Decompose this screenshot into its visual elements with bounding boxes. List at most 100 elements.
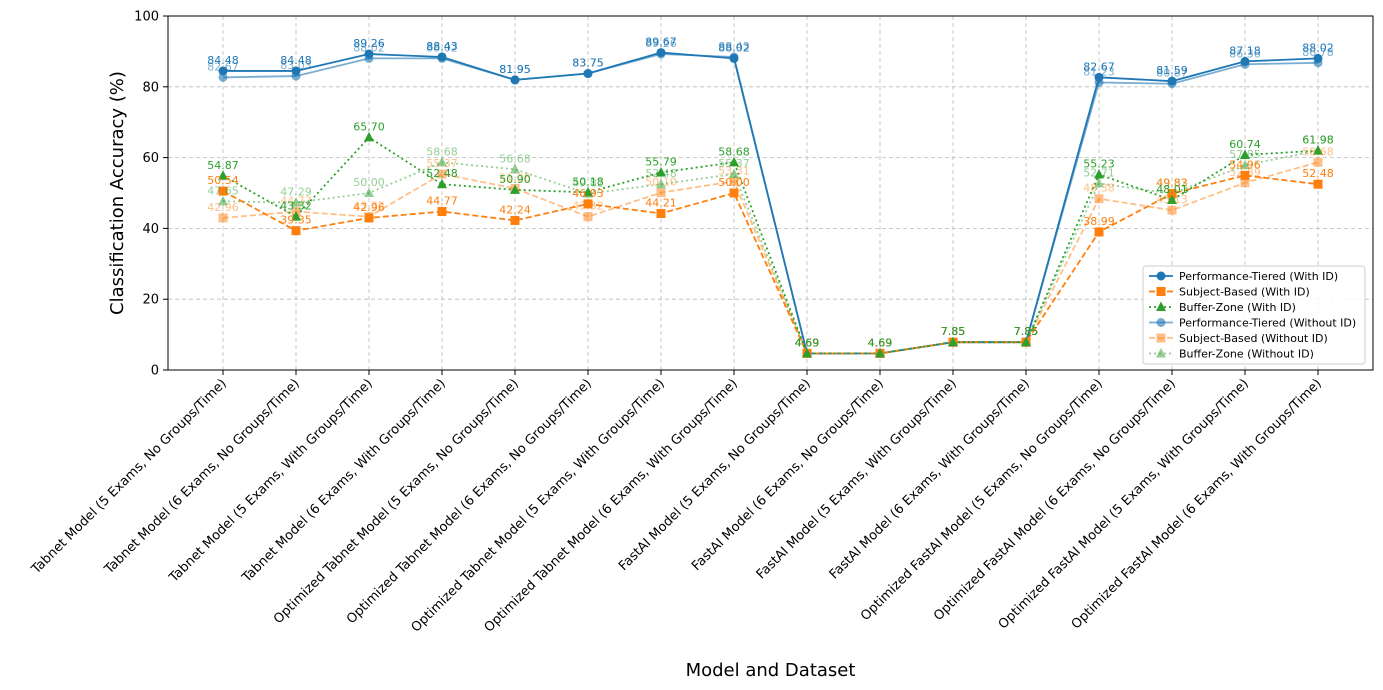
data-label: 44.21 — [645, 196, 677, 209]
data-label: 51.26 — [499, 172, 531, 185]
legend-label: Performance-Tiered (Without ID) — [1179, 317, 1356, 330]
data-label: 50.00 — [718, 176, 750, 189]
data-labels: 82.67 83.03 88.02 88.02 81.95 83.75 89.26 88.43… — [207, 36, 1334, 350]
data-label: 38.99 — [1083, 215, 1115, 228]
data-label: 88.02 — [1302, 41, 1334, 54]
data-point — [510, 184, 520, 194]
data-point — [291, 66, 301, 76]
data-point — [291, 197, 301, 207]
data-label: 50.00 — [353, 176, 385, 189]
data-label: 4.69 — [795, 336, 820, 349]
data-label: 82.67 — [1083, 60, 1115, 73]
data-label: 4.69 — [795, 336, 820, 349]
data-point — [1156, 301, 1166, 311]
data-label: 44.77 — [280, 195, 312, 208]
y-tick-label: 20 — [142, 293, 159, 308]
data-label: 42.96 — [207, 201, 239, 214]
data-point — [729, 168, 739, 178]
data-point — [364, 49, 374, 59]
data-label: 55.79 — [645, 156, 677, 169]
data-label: 49.83 — [1156, 177, 1188, 190]
y-tick-label: 0 — [151, 364, 159, 379]
legend-label: Subject-Based (Without ID) — [1179, 332, 1328, 345]
data-label: 4.69 — [868, 336, 893, 349]
data-label: 43.32 — [572, 200, 604, 213]
series-line — [222, 174, 1319, 355]
legend-box — [1142, 265, 1366, 365]
data-label: 4.69 — [795, 336, 820, 349]
data-label: 88.02 — [353, 41, 385, 54]
data-label: 81.59 — [1156, 64, 1188, 77]
data-label: 52.48 — [426, 167, 458, 180]
data-point — [1156, 287, 1166, 296]
data-point — [437, 156, 447, 167]
data-point — [218, 213, 228, 223]
data-point — [218, 195, 228, 206]
data-point — [510, 163, 520, 174]
data-label: 87.18 — [1229, 44, 1261, 57]
data-label: 4.69 — [868, 336, 893, 349]
data-point — [656, 188, 666, 198]
data-point — [1313, 53, 1323, 63]
series-line — [222, 149, 1319, 355]
data-point — [218, 186, 228, 196]
data-label: 4.69 — [868, 336, 893, 349]
legend-label: Buffer-Zone (Without ID) — [1179, 348, 1314, 361]
data-point — [437, 178, 447, 189]
data-label: 52.48 — [1302, 167, 1334, 180]
series-lines — [222, 51, 1319, 355]
data-label: 50.90 — [499, 173, 531, 186]
legend-label: Performance-Tiered (With ID) — [1179, 270, 1338, 283]
data-point — [1240, 56, 1250, 66]
data-point — [1156, 348, 1166, 358]
data-label: 56.68 — [499, 152, 531, 165]
data-label: 49.82 — [572, 177, 604, 190]
data-label: 89.67 — [645, 36, 677, 49]
data-point — [1167, 194, 1177, 205]
y-tick-label: 40 — [142, 222, 159, 237]
data-label: 7.85 — [1014, 325, 1039, 338]
series-line — [222, 136, 1319, 355]
data-label: 43.32 — [280, 200, 312, 213]
data-label: 50.18 — [572, 175, 604, 188]
data-label: 89.26 — [645, 37, 677, 50]
data-label: 58.68 — [1302, 145, 1334, 158]
data-label: 43.32 — [353, 200, 385, 213]
data-label: 84.48 — [207, 54, 239, 67]
data-point — [1167, 76, 1177, 86]
data-point — [656, 208, 666, 218]
data-label: 48.38 — [1083, 182, 1115, 195]
data-point — [1094, 168, 1104, 179]
data-label: 83.75 — [572, 57, 604, 70]
data-point — [1156, 333, 1166, 343]
data-label: 39.35 — [280, 214, 312, 227]
data-point — [656, 178, 666, 189]
data-point — [1240, 159, 1250, 170]
data-label: 54.96 — [1229, 158, 1261, 171]
data-label: 47.29 — [280, 186, 312, 199]
data-label: 4.69 — [868, 336, 893, 349]
data-label: 61.98 — [1302, 134, 1334, 147]
data-point — [1156, 318, 1166, 327]
data-label: 4.69 — [868, 336, 893, 349]
data-label: 7.85 — [941, 325, 966, 338]
data-label: 80.87 — [1156, 67, 1188, 80]
data-point — [364, 187, 374, 197]
data-label: 65.70 — [353, 120, 385, 133]
data-label: 7.85 — [941, 325, 966, 338]
x-axis-title: Model and Dataset — [686, 660, 856, 681]
series-line — [223, 51, 1319, 355]
data-point — [1313, 157, 1323, 167]
data-point — [218, 170, 228, 180]
plot-frame — [167, 15, 1374, 371]
data-label: 61.98 — [1302, 134, 1334, 147]
data-label: 55.37 — [718, 157, 750, 170]
y-tick-label: 100 — [134, 10, 159, 25]
data-point — [437, 52, 447, 62]
data-label: 7.85 — [941, 325, 966, 338]
data-label: 88.02 — [718, 41, 750, 54]
data-label: 50.10 — [645, 176, 677, 189]
data-label: 83.03 — [280, 59, 312, 72]
y-axis-title: Classification Accuracy (%) — [107, 71, 128, 315]
